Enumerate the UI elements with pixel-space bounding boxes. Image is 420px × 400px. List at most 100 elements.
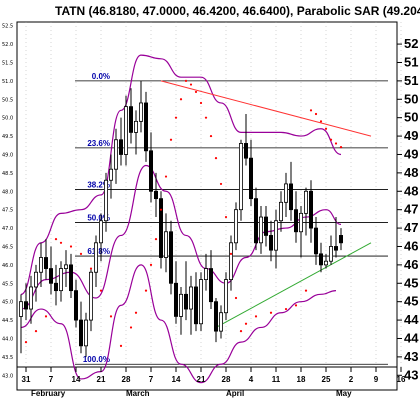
y-tick-label-left: 45.0: [2, 300, 13, 306]
sar-dot: [59, 241, 63, 244]
fib-label: 0.0%: [92, 72, 110, 81]
chart-title: TATN (46.8180, 47.0000, 46.4200, 46.6400…: [55, 4, 420, 18]
candle-body: [114, 139, 119, 170]
sar-dot: [334, 142, 338, 145]
candle-body: [313, 227, 318, 255]
bollinger-lower-line: [20, 264, 337, 384]
sar-dot: [254, 315, 258, 318]
sar-dot: [99, 289, 103, 292]
sar-dot: [234, 296, 238, 300]
candle-body: [89, 271, 94, 321]
y-tick-label-right: 48: [404, 165, 418, 180]
y-tick-label-right: 48: [404, 183, 418, 198]
sar-dot: [209, 134, 213, 138]
x-tick-label: 25: [322, 375, 331, 384]
y-tick-label-right: 44: [404, 312, 419, 327]
sar-dot: [179, 98, 183, 101]
candle-body: [253, 198, 258, 244]
y-tick-label-left: 52.5: [2, 24, 13, 30]
y-tick-label-right: 43: [404, 367, 418, 382]
sar-dot: [24, 341, 28, 344]
candle-body: [23, 301, 28, 310]
candle-body: [258, 216, 263, 244]
x-tick-label: 4: [249, 375, 254, 384]
sar-dot: [119, 344, 123, 347]
y-tick-label-left: 43.0: [2, 373, 13, 379]
sar-dot: [339, 146, 343, 149]
candle-body: [293, 209, 298, 233]
y-tick-label-right: 50: [404, 91, 418, 106]
x-tick-label: 18: [297, 375, 306, 384]
y-tick-label-left: 48.5: [2, 171, 13, 177]
y-tick-label-right: 49: [404, 146, 418, 161]
candle-body: [233, 209, 238, 244]
candle-body: [198, 279, 203, 325]
candle-body: [303, 190, 308, 214]
candle-body: [323, 260, 328, 266]
x-tick-label: 7: [149, 375, 154, 384]
y-tick-label-left: 49.5: [2, 134, 13, 140]
y-tick-label-right: 47: [404, 202, 418, 217]
sar-dot: [314, 112, 318, 116]
sar-dot: [319, 120, 323, 123]
candle-body: [298, 212, 303, 233]
sar-dot: [144, 289, 148, 292]
candle-body: [133, 120, 138, 133]
trendline: [160, 80, 372, 137]
y-tick-label-left: 49.0: [2, 152, 13, 158]
y-tick-label-right: 47: [404, 220, 418, 235]
candles: [18, 80, 343, 357]
candle-body: [79, 319, 84, 347]
y-tick-label-right: 45: [404, 294, 418, 309]
y-tick-label-left: 48.0: [2, 189, 13, 195]
candle-body: [119, 139, 124, 155]
x-tick-label: 28: [222, 375, 231, 384]
candle-body: [283, 183, 288, 203]
x-tick-label: 21: [97, 375, 106, 384]
candle-body: [193, 286, 198, 325]
x-tick-label: 11: [272, 375, 281, 384]
candle-body: [203, 268, 208, 280]
x-axis: 31714212871421284111825291623FebruaryMar…: [22, 367, 406, 398]
candle-body: [188, 286, 193, 310]
sar-dot: [184, 79, 188, 82]
sar-dot: [79, 252, 83, 255]
sar-dot: [309, 109, 313, 112]
x-tick-label: 21: [197, 375, 206, 384]
sar-dot: [244, 322, 248, 325]
sar-dot: [54, 238, 58, 241]
candle-body: [124, 106, 129, 155]
candle-body: [34, 271, 39, 288]
x-month-label: May: [336, 389, 352, 398]
candle-body: [213, 301, 218, 332]
fib-label: 100.0%: [83, 355, 110, 364]
sar-dot: [89, 267, 93, 270]
x-tick-label: 14: [72, 375, 81, 384]
candle-body: [99, 220, 104, 244]
x-tick-label: 7: [49, 375, 54, 384]
sar-dot: [294, 304, 298, 307]
y-tick-label-right: 51: [404, 73, 418, 88]
fib-label: 61.8%: [87, 247, 110, 256]
candle-body: [338, 235, 343, 244]
sar-dot: [224, 215, 228, 219]
fib-label: 50.0%: [87, 214, 110, 223]
x-tick-label: 9: [374, 375, 379, 384]
candle-body: [153, 190, 158, 200]
candle-body: [143, 102, 148, 152]
sar-dot: [269, 311, 273, 314]
y-tick-label-right: 43: [404, 349, 418, 364]
y-tick-label-left: 47.5: [2, 208, 13, 214]
candle-body: [158, 198, 163, 258]
candle-body: [168, 231, 173, 284]
sar-dot: [229, 252, 233, 255]
candle-body: [238, 143, 243, 211]
candle-body: [28, 286, 33, 310]
sar-dot: [324, 127, 328, 130]
y-tick-label-left: 46.5: [2, 244, 13, 250]
y-tick-label-left: 50.0: [2, 116, 13, 122]
candle-body: [248, 157, 253, 200]
candle-body: [183, 293, 188, 310]
candle-body: [208, 268, 213, 303]
x-tick-label: 31: [22, 375, 31, 384]
